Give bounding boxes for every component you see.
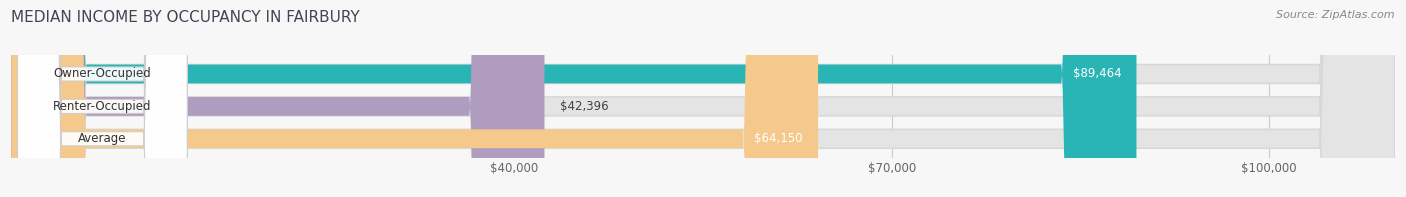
FancyBboxPatch shape	[17, 0, 187, 197]
Text: $42,396: $42,396	[560, 100, 609, 113]
Text: $64,150: $64,150	[755, 132, 803, 145]
Text: $89,464: $89,464	[1073, 67, 1122, 80]
FancyBboxPatch shape	[11, 0, 1395, 197]
Text: Average: Average	[79, 132, 127, 145]
FancyBboxPatch shape	[17, 0, 187, 197]
FancyBboxPatch shape	[11, 0, 1136, 197]
FancyBboxPatch shape	[11, 0, 818, 197]
Text: Source: ZipAtlas.com: Source: ZipAtlas.com	[1277, 10, 1395, 20]
FancyBboxPatch shape	[11, 0, 1395, 197]
FancyBboxPatch shape	[11, 0, 1395, 197]
FancyBboxPatch shape	[11, 0, 544, 197]
Text: MEDIAN INCOME BY OCCUPANCY IN FAIRBURY: MEDIAN INCOME BY OCCUPANCY IN FAIRBURY	[11, 10, 360, 25]
Text: Owner-Occupied: Owner-Occupied	[53, 67, 152, 80]
Text: Renter-Occupied: Renter-Occupied	[53, 100, 152, 113]
FancyBboxPatch shape	[17, 0, 187, 197]
